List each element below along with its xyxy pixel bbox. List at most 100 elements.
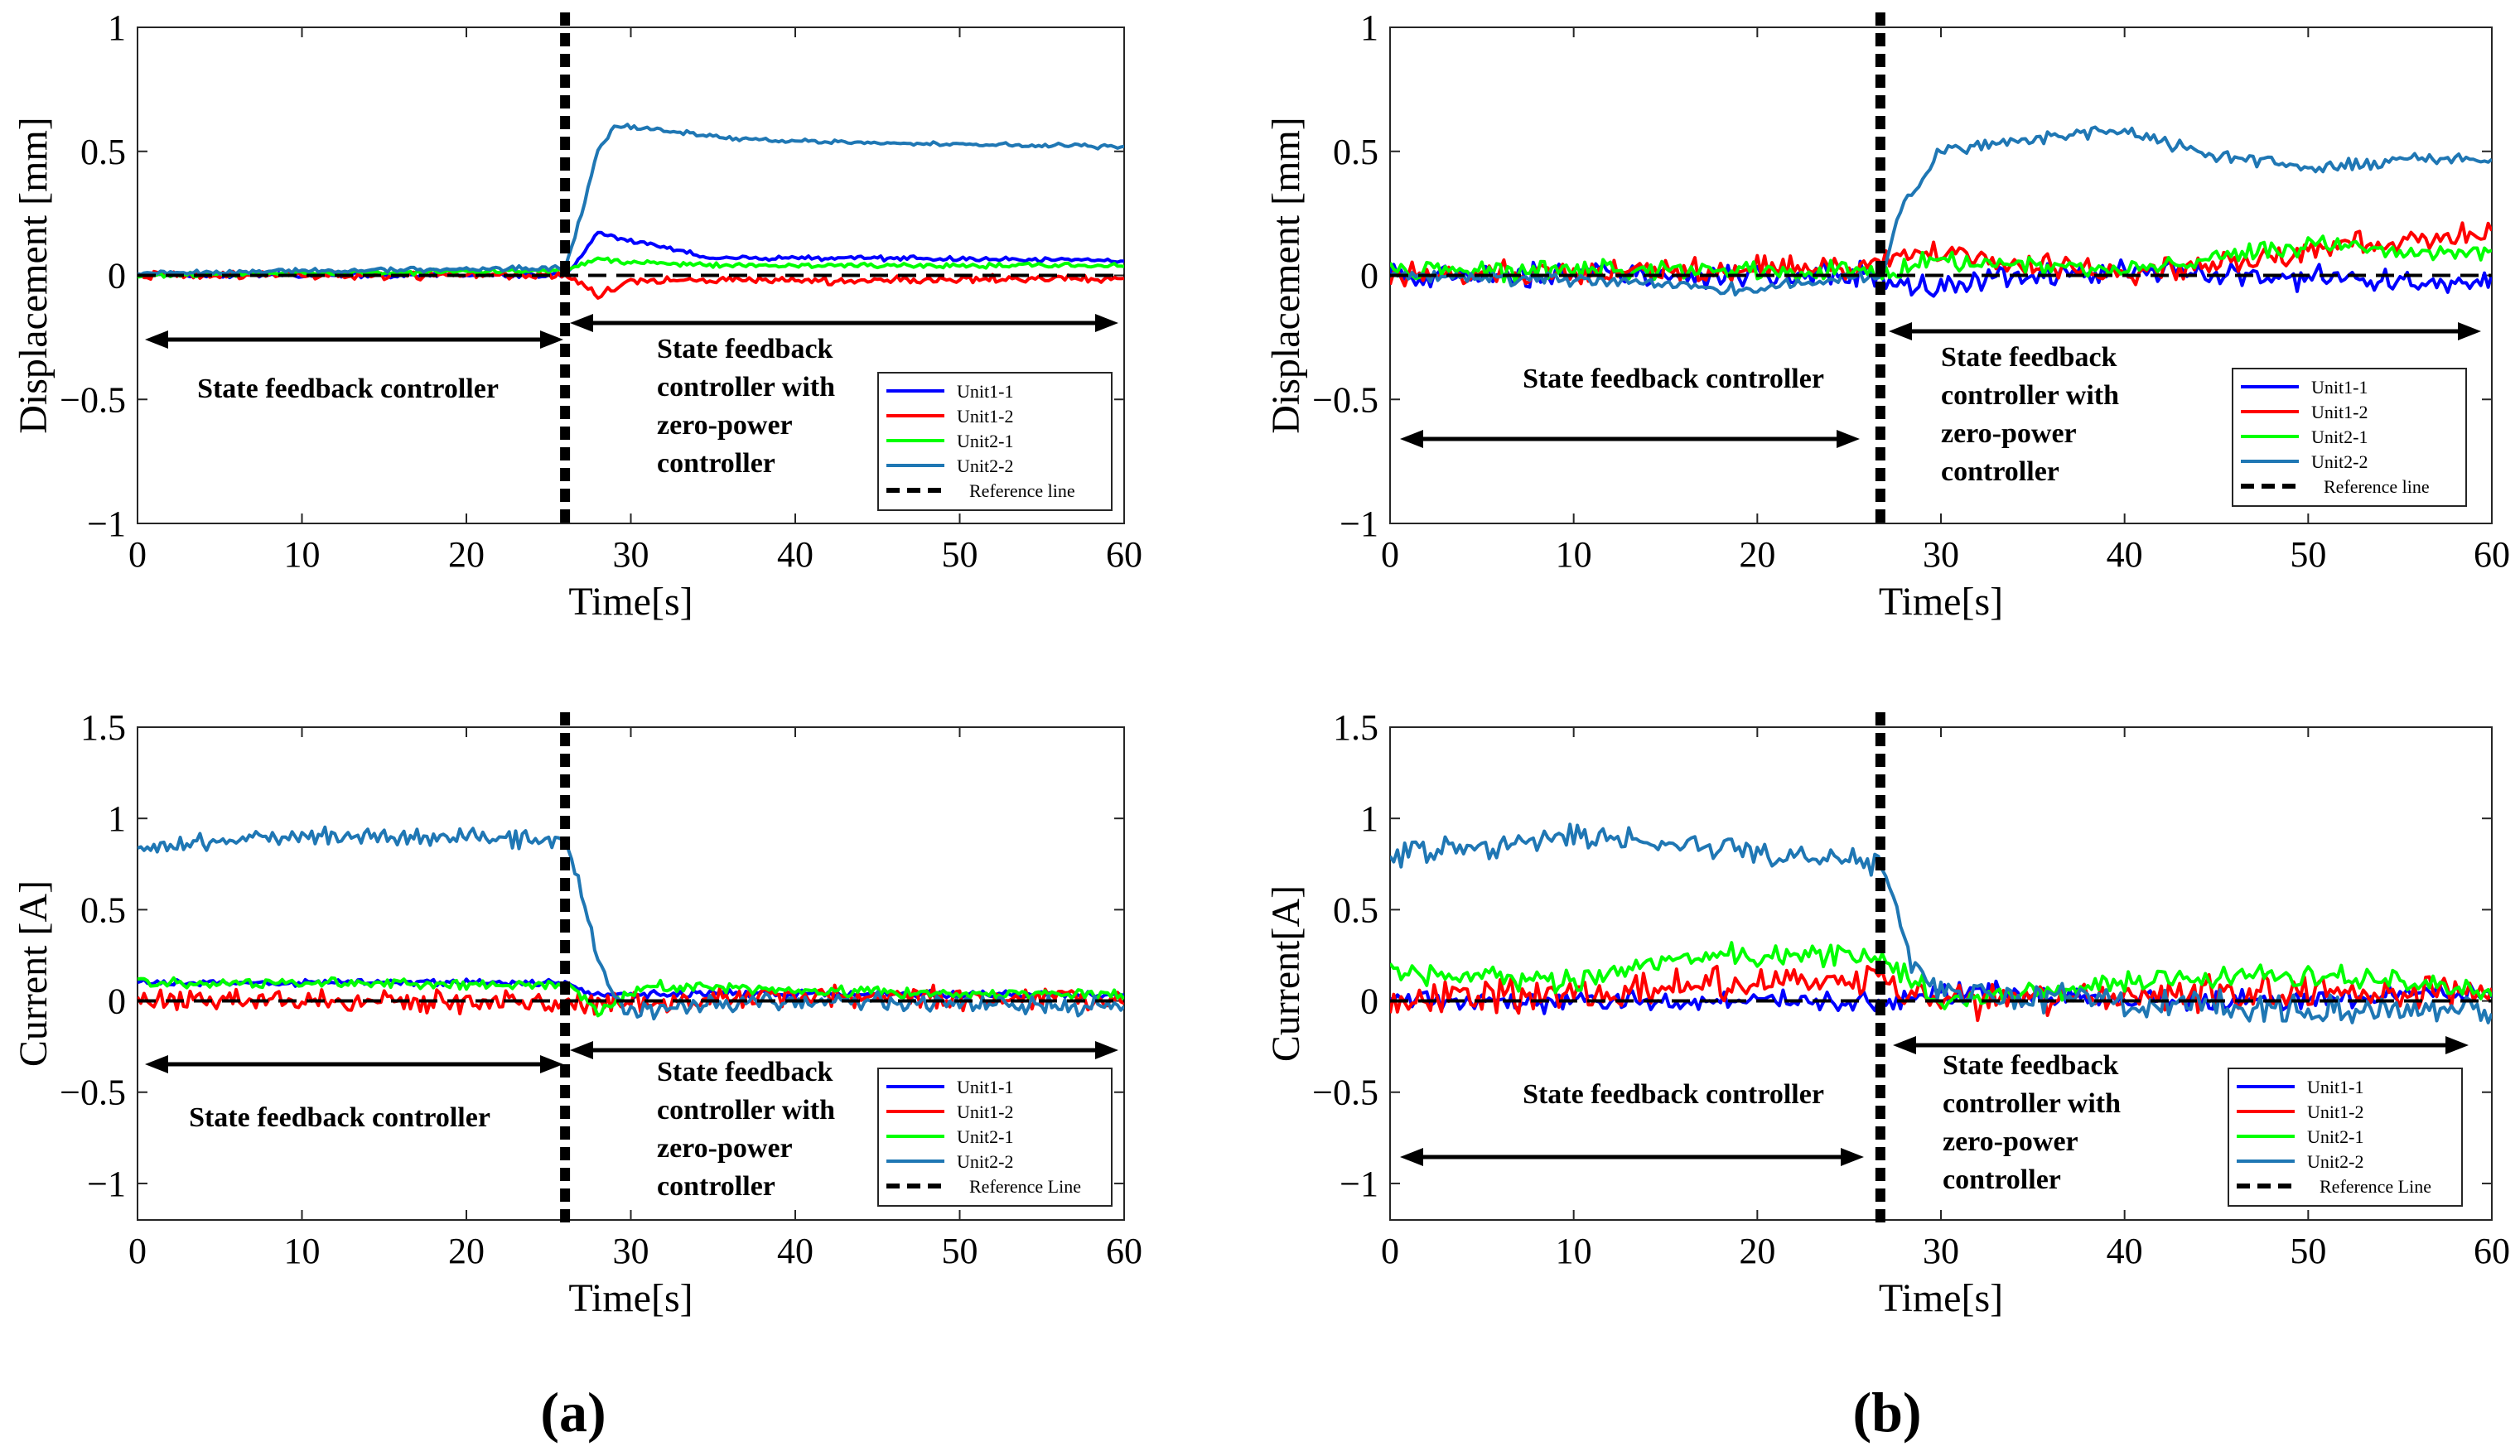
legend-entry: Unit1-1: [957, 1077, 1013, 1097]
annotation-line: controller: [657, 448, 775, 479]
left-region-arrow-head-left: [1400, 1148, 1423, 1166]
y-tick-label: −1: [1340, 504, 1378, 544]
legend-entry: Unit1-1: [2307, 1077, 2363, 1097]
x-tick-label: 20: [1739, 534, 1775, 575]
x-axis-label: Time[s]: [568, 1276, 693, 1320]
annotation-line: zero-power: [657, 410, 793, 441]
right-region-arrow-head-right: [1095, 1041, 1118, 1059]
right-region-arrow-head-left: [570, 314, 593, 332]
y-tick-label: −0.5: [1312, 1073, 1378, 1113]
legend-entry: Unit1-2: [957, 406, 1013, 427]
x-tick-label: 20: [1739, 1231, 1775, 1271]
chart-b_bottom: 0 10 20 30 40 50 60 −1 −0.5 0 0.5 1 1.5 Time[s] Curren…: [1264, 707, 2510, 1320]
annotation-line: zero-power: [1943, 1126, 2078, 1157]
y-tick-label: 0: [1360, 981, 1378, 1022]
series-line-unit1-2: [1390, 964, 2492, 1023]
x-tick-label: 50: [942, 1231, 978, 1271]
chart-b_top: 0 10 20 30 40 50 60 −1 −0.5 0 0.5 1 Time[s] Displacem…: [1264, 7, 2510, 624]
left-region-annotation: State feedback controller: [1523, 364, 1824, 394]
right-region-arrow-head-right: [1095, 314, 1118, 332]
left-region-annotation: State feedback controller: [1523, 1079, 1824, 1110]
x-tick-label: 0: [128, 1231, 147, 1271]
legend: Unit1-1 Unit1-2 Unit2-1 Unit2-2 Reference Li…: [877, 1068, 1113, 1207]
legend-entry: Unit2-1: [957, 1126, 1013, 1147]
legend: Unit1-1 Unit1-2 Unit2-1 Unit2-2 Reference li…: [2232, 368, 2467, 507]
legend-entry: Unit1-2: [2311, 402, 2368, 422]
x-tick-label: 30: [613, 1231, 649, 1271]
left-region-arrow-head-left: [145, 1055, 168, 1073]
series-line-unit2-2: [1390, 125, 2492, 297]
series-line-unit2-1: [138, 976, 1124, 1018]
y-tick-label: 0.5: [1333, 132, 1378, 172]
series-group: [138, 123, 1124, 300]
right-region-annotation: State feedback controller with zero-power c…: [657, 334, 835, 479]
annotation-line: controller with: [657, 1095, 835, 1126]
annotation-line: State feedback: [1941, 342, 2117, 373]
legend-entry: Unit1-1: [957, 381, 1013, 402]
x-axis-label: Time[s]: [568, 580, 693, 624]
y-tick-label: 0: [1360, 256, 1378, 297]
y-tick-label: −0.5: [60, 379, 126, 420]
y-axis-label: Current [A]: [12, 880, 56, 1067]
y-tick-label: −1: [87, 504, 126, 544]
x-tick-label: 30: [1923, 534, 1959, 575]
right-region-arrow-head-left: [570, 1041, 593, 1059]
annotation-line: controller: [1943, 1164, 2061, 1195]
x-tick-label: 40: [777, 534, 813, 575]
chart-a_top: 0 10 20 30 40 50 60 −1 −0.5 0 0.5 1 Time[s] Displacem…: [12, 7, 1142, 624]
legend: Unit1-1 Unit1-2 Unit2-1 Unit2-2 Reference Li…: [2228, 1068, 2463, 1207]
annotation-line: controller with: [1943, 1088, 2121, 1119]
y-tick-label: 0.5: [80, 132, 126, 172]
y-tick-label: 1.5: [80, 707, 126, 748]
y-tick-label: 0: [108, 256, 126, 297]
left-region-arrow-head-right: [540, 1055, 563, 1073]
x-tick-label: 20: [448, 534, 485, 575]
legend-entry: Unit2-1: [2311, 427, 2368, 447]
x-tick-label: 40: [777, 1231, 813, 1271]
y-tick-label: 1: [108, 798, 126, 839]
series-line-unit2-2: [138, 825, 1124, 1021]
y-tick-label: 1.5: [1333, 707, 1378, 748]
x-tick-label: 40: [2107, 1231, 2143, 1271]
left-region-arrow-head-left: [1400, 430, 1423, 448]
legend-entry: Unit2-1: [957, 431, 1013, 451]
legend-entry: Unit1-1: [2311, 377, 2368, 398]
x-tick-label: 0: [1381, 1231, 1399, 1271]
x-tick-label: 60: [2474, 1231, 2510, 1271]
x-tick-label: 60: [1106, 534, 1142, 575]
x-tick-label: 10: [284, 1231, 321, 1271]
annotation-line: State feedback: [657, 334, 833, 364]
legend: Unit1-1 Unit1-2 Unit2-1 Unit2-2 Reference li…: [877, 372, 1113, 511]
y-tick-label: 1: [108, 7, 126, 48]
series-line-unit2-2: [138, 123, 1124, 277]
right-region-annotation: State feedback controller with zero-power c…: [1943, 1050, 2121, 1195]
annotation-line: controller: [657, 1171, 775, 1202]
x-axis-label: Time[s]: [1879, 580, 2003, 624]
left-region-arrow-head-left: [145, 330, 168, 349]
right-region-arrow-head-left: [1893, 1036, 1916, 1054]
y-axis-label: Current[A]: [1264, 885, 1308, 1062]
left-region-arrow-head-right: [1841, 1148, 1864, 1166]
y-tick-label: 1: [1360, 7, 1378, 48]
x-tick-label: 30: [1923, 1231, 1959, 1271]
left-region-annotation: State feedback controller: [189, 1102, 490, 1133]
y-tick-label: 1: [1360, 798, 1378, 839]
left-region-annotation: State feedback controller: [197, 374, 499, 404]
right-region-annotation: State feedback controller with zero-power c…: [657, 1057, 835, 1202]
x-tick-label: 50: [2290, 534, 2326, 575]
annotation-line: controller with: [1941, 380, 2119, 411]
y-axis-label: Displacement [mm]: [12, 117, 56, 434]
right-region-arrow-head-left: [1889, 322, 1912, 340]
right-region-arrow-head-right: [2445, 1036, 2469, 1054]
series-line-unit1-2: [138, 268, 1124, 300]
legend-entry: Unit1-2: [2307, 1102, 2363, 1122]
series-line-unit2-1: [1390, 234, 2492, 284]
subfigure-label-a: (a): [540, 1381, 606, 1444]
x-tick-label: 40: [2107, 534, 2143, 575]
annotation-line: controller with: [657, 372, 835, 403]
legend-entry: Reference Line: [2320, 1176, 2431, 1197]
x-tick-label: 50: [2290, 1231, 2326, 1271]
annotation-line: State feedback: [657, 1057, 833, 1087]
